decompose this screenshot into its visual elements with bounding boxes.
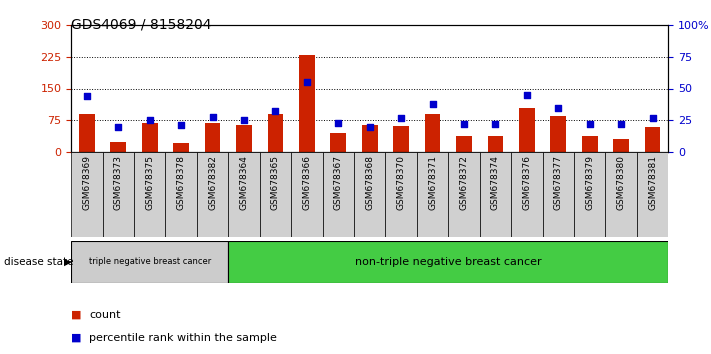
Bar [550,116,566,152]
Bar [424,114,440,152]
Point [333,120,344,126]
Point [301,79,313,85]
Point [521,92,533,98]
Bar [102,152,134,237]
Bar [166,152,197,237]
Bar [228,241,668,283]
Point [616,121,627,127]
Text: GSM678376: GSM678376 [523,155,531,210]
Text: ■: ■ [71,310,82,320]
Point [112,124,124,130]
Bar [299,55,315,152]
Bar [385,152,417,237]
Bar [511,152,542,237]
Text: GSM678379: GSM678379 [585,155,594,210]
Point [459,121,470,127]
Bar [417,152,449,237]
Point [176,122,187,128]
Text: GSM678365: GSM678365 [271,155,280,210]
Bar [582,136,598,152]
Point [238,118,250,123]
Text: GSM678378: GSM678378 [176,155,186,210]
Point [584,121,595,127]
Text: non-triple negative breast cancer: non-triple negative breast cancer [355,257,542,267]
Bar [480,152,511,237]
Point [395,115,407,121]
Bar [323,152,354,237]
Text: GSM678370: GSM678370 [397,155,406,210]
Text: GSM678375: GSM678375 [145,155,154,210]
Bar [205,123,220,152]
Bar [260,152,291,237]
Point [427,101,438,107]
Bar [71,152,102,237]
Text: ▶: ▶ [64,257,71,267]
Bar [134,152,166,237]
Point [552,105,564,110]
Text: GSM678371: GSM678371 [428,155,437,210]
Point [269,109,281,114]
Bar [449,152,480,237]
Text: percentile rank within the sample: percentile rank within the sample [89,333,277,343]
Text: GSM678380: GSM678380 [616,155,626,210]
Text: GSM678372: GSM678372 [459,155,469,210]
Bar [173,143,189,152]
Bar [362,125,378,152]
Bar [236,125,252,152]
Point [144,118,156,123]
Text: ■: ■ [71,333,82,343]
Bar [291,152,323,237]
Bar [228,152,260,237]
Bar [331,133,346,152]
Bar [542,152,574,237]
Bar [645,127,661,152]
Bar [519,108,535,152]
Bar [71,241,228,283]
Text: GDS4069 / 8158204: GDS4069 / 8158204 [71,18,212,32]
Point [647,115,658,121]
Text: disease state: disease state [4,257,73,267]
Bar [354,152,385,237]
Text: count: count [89,310,120,320]
Text: GSM678366: GSM678366 [302,155,311,210]
Bar [614,139,629,152]
Bar [488,136,503,152]
Bar [197,152,228,237]
Bar [110,142,126,152]
Text: GSM678367: GSM678367 [333,155,343,210]
Bar [574,152,606,237]
Text: GSM678368: GSM678368 [365,155,374,210]
Bar [606,152,637,237]
Text: GSM678369: GSM678369 [82,155,91,210]
Text: GSM678364: GSM678364 [240,155,248,210]
Bar [79,114,95,152]
Text: GSM678377: GSM678377 [554,155,563,210]
Bar [393,126,409,152]
Point [207,114,218,119]
Text: triple negative breast cancer: triple negative breast cancer [89,257,210,267]
Bar [637,152,668,237]
Bar [456,136,472,152]
Bar [141,123,158,152]
Text: GSM678373: GSM678373 [114,155,123,210]
Point [364,124,375,130]
Bar [267,114,283,152]
Point [490,121,501,127]
Text: GSM678374: GSM678374 [491,155,500,210]
Text: GSM678382: GSM678382 [208,155,217,210]
Point [81,93,92,99]
Text: GSM678381: GSM678381 [648,155,657,210]
